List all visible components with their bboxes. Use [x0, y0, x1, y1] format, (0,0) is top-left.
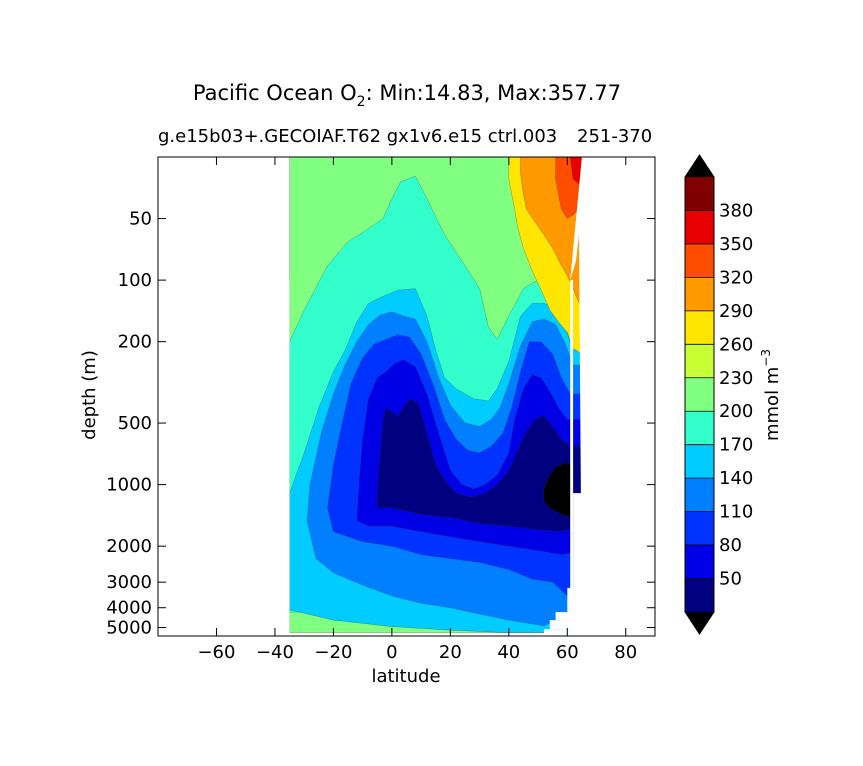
land-mask-0: [570, 157, 655, 636]
colorbar-tick-label: 260: [719, 334, 753, 355]
colorbar-swatch: [685, 411, 714, 445]
colorbar-extend-min: [685, 612, 714, 634]
x-tick-label: 0: [386, 642, 397, 663]
y-tick-label: 4000: [106, 598, 152, 619]
contour-band-b20: [377, 398, 583, 532]
colorbar-tick-label: 200: [719, 401, 753, 422]
colorbar-swatch: [685, 177, 714, 211]
colorbar-tick-label: 140: [719, 468, 753, 489]
land-mask-7: [567, 587, 582, 613]
colorbar-swatch: [685, 210, 714, 244]
land-mask-2: [158, 157, 290, 636]
chart-title: Pacific Ocean O2: Min:14.83, Max:357.77: [193, 81, 621, 110]
land-mask-1: [570, 280, 574, 636]
colorbar: 50 80 110 140 170 200 230 260 290 320 350 380: [684, 154, 753, 635]
x-tick-label: −60: [197, 642, 235, 663]
colorbar-label: mmol m−3: [759, 349, 783, 441]
colorbar-swatch: [685, 511, 714, 546]
y-tick-label: 50: [129, 209, 152, 230]
colorbar-swatch: [685, 310, 714, 345]
y-axis-label: depth (m): [79, 350, 100, 440]
x-tick-label: 40: [497, 642, 520, 663]
plot-frame: [157, 156, 656, 637]
land-mask-6: [555, 612, 582, 621]
colorbar-tick-label: 110: [719, 502, 753, 523]
colorbar-swatch: [685, 578, 714, 612]
x-axis-label: latitude: [371, 666, 440, 687]
colorbar-label-main: mmol m: [762, 367, 783, 441]
colorbar-swatch: [685, 277, 714, 311]
x-tick-label: 80: [614, 642, 637, 663]
colorbar-tick-label: 380: [719, 200, 753, 221]
chart-title-prefix: Pacific Ocean O: [193, 81, 357, 105]
colorbar-outline: [684, 154, 715, 635]
land-mask-5: [549, 620, 582, 630]
colorbar-swatch: [685, 545, 714, 579]
y-tick-label: 2000: [106, 536, 152, 557]
contour-layers: [158, 157, 655, 636]
y-tick-label: 100: [118, 270, 152, 291]
colorbar-tick-label: 350: [719, 234, 753, 255]
chart-subtitle-left: g.e15b03+.GECOIAF.T62 gx1v6.e15 ctrl.003: [158, 126, 557, 147]
chart-subtitle-right: 251-370: [577, 126, 652, 147]
x-tick-label: 20: [439, 642, 462, 663]
chart-title-subscript: 2: [357, 94, 366, 110]
x-tick-label: −40: [256, 642, 294, 663]
y-tick-label: 500: [118, 413, 152, 434]
colorbar-tick-label: 80: [719, 535, 742, 556]
y-tick-label: 3000: [106, 572, 152, 593]
colorbar-swatch: [685, 478, 714, 512]
colorbar-swatch: [685, 243, 714, 278]
land-mask-4: [543, 629, 582, 636]
x-axis: −60 −40 −20 0 20 40 60 80: [197, 157, 637, 663]
colorbar-tick-label: 320: [719, 267, 753, 288]
colorbar-tick-label: 50: [719, 569, 742, 590]
y-tick-label: 5000: [106, 618, 152, 639]
y-tick-label: 1000: [106, 475, 152, 496]
x-tick-label: 60: [556, 642, 579, 663]
colorbar-swatch: [685, 377, 714, 412]
colorbar-tick-label: 290: [719, 301, 753, 322]
x-tick-label: −20: [314, 642, 352, 663]
colorbar-extend-max: [685, 155, 714, 177]
colorbar-swatch: [685, 344, 714, 378]
colorbar-label-exp: −3: [759, 349, 773, 367]
y-tick-label: 200: [118, 332, 152, 353]
chart-title-suffix: : Min:14.83, Max:357.77: [366, 81, 622, 105]
colorbar-tick-label: 230: [719, 368, 753, 389]
colorbar-tick-label: 170: [719, 435, 753, 456]
colorbar-swatch: [685, 444, 714, 479]
